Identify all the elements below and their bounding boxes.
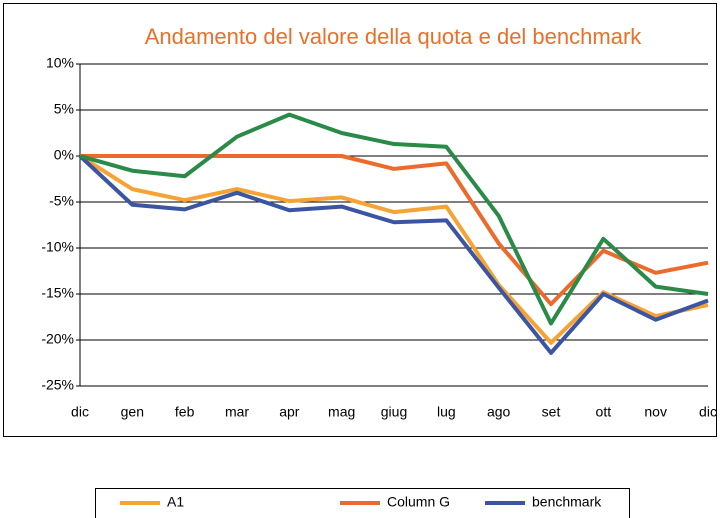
x-tick-label: ago [487,404,511,420]
legend-label: Column G [387,494,450,510]
y-tick-label: 5% [54,101,74,117]
x-tick-label: apr [279,404,300,420]
series-line [79,112,709,326]
legend-label: benchmark [532,494,602,510]
x-tick-label: mar [225,404,249,420]
y-tick-label: 0% [54,147,74,163]
y-tick-label: -10% [41,239,74,255]
x-tick-label: gen [121,404,144,420]
x-tick-label: set [542,404,561,420]
x-tick-label: dic [699,404,717,420]
x-tick-label: dic [71,404,89,420]
x-tick-label: ott [596,404,612,420]
x-tick-label: mag [328,404,355,420]
y-tick-label: -15% [41,285,74,301]
chart-title: Andamento del valore della quota e del b… [145,24,643,49]
x-tick-label: giug [381,404,407,420]
x-tick-label: feb [175,404,195,420]
x-tick-label: lug [437,404,456,420]
series-line [80,154,709,307]
y-tick-label: -20% [41,331,74,347]
y-tick-label: -5% [49,193,74,209]
y-tick-label: -25% [41,377,74,393]
series-line [78,154,709,355]
chart-frame [3,3,717,437]
x-tick-label: nov [644,404,667,420]
legend-label: A1 [167,494,184,510]
y-tick-label: 10% [46,55,74,71]
